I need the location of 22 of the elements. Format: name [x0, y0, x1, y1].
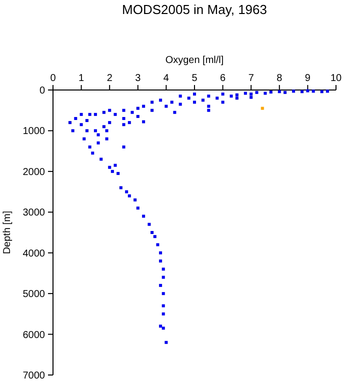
y-tick-label: 7000 [22, 370, 46, 382]
x-tick-label: 5 [192, 73, 198, 84]
y-tick-label: 1000 [22, 126, 46, 138]
x-tick-label: 0 [50, 73, 56, 84]
y-tick-label: 2000 [22, 166, 46, 178]
x-tick-label: 3 [135, 73, 142, 84]
y-tick-label: 3000 [22, 208, 46, 219]
x-tick-label: 2 [106, 73, 113, 84]
x-tick-label: 1 [78, 73, 85, 84]
y-tick-label: 4000 [22, 248, 46, 260]
x-tick-label: 9 [304, 73, 311, 84]
y-tick-label: 0 [39, 86, 46, 96]
x-tick-label: 10 [330, 73, 342, 84]
chart-title: MODS2005 in May, 1963 [122, 2, 267, 17]
x-tick-label: 6 [220, 73, 226, 84]
y-axis-title: Depth [m] [2, 210, 13, 254]
y-tick-label: 6000 [22, 330, 46, 341]
x-axis-title: Oxygen [ml/l] [165, 55, 224, 66]
x-tick-label: 7 [248, 73, 254, 84]
x-tick-label: 8 [276, 73, 283, 84]
y-tick-label: 5000 [22, 289, 46, 300]
x-tick-label: 4 [163, 73, 170, 84]
